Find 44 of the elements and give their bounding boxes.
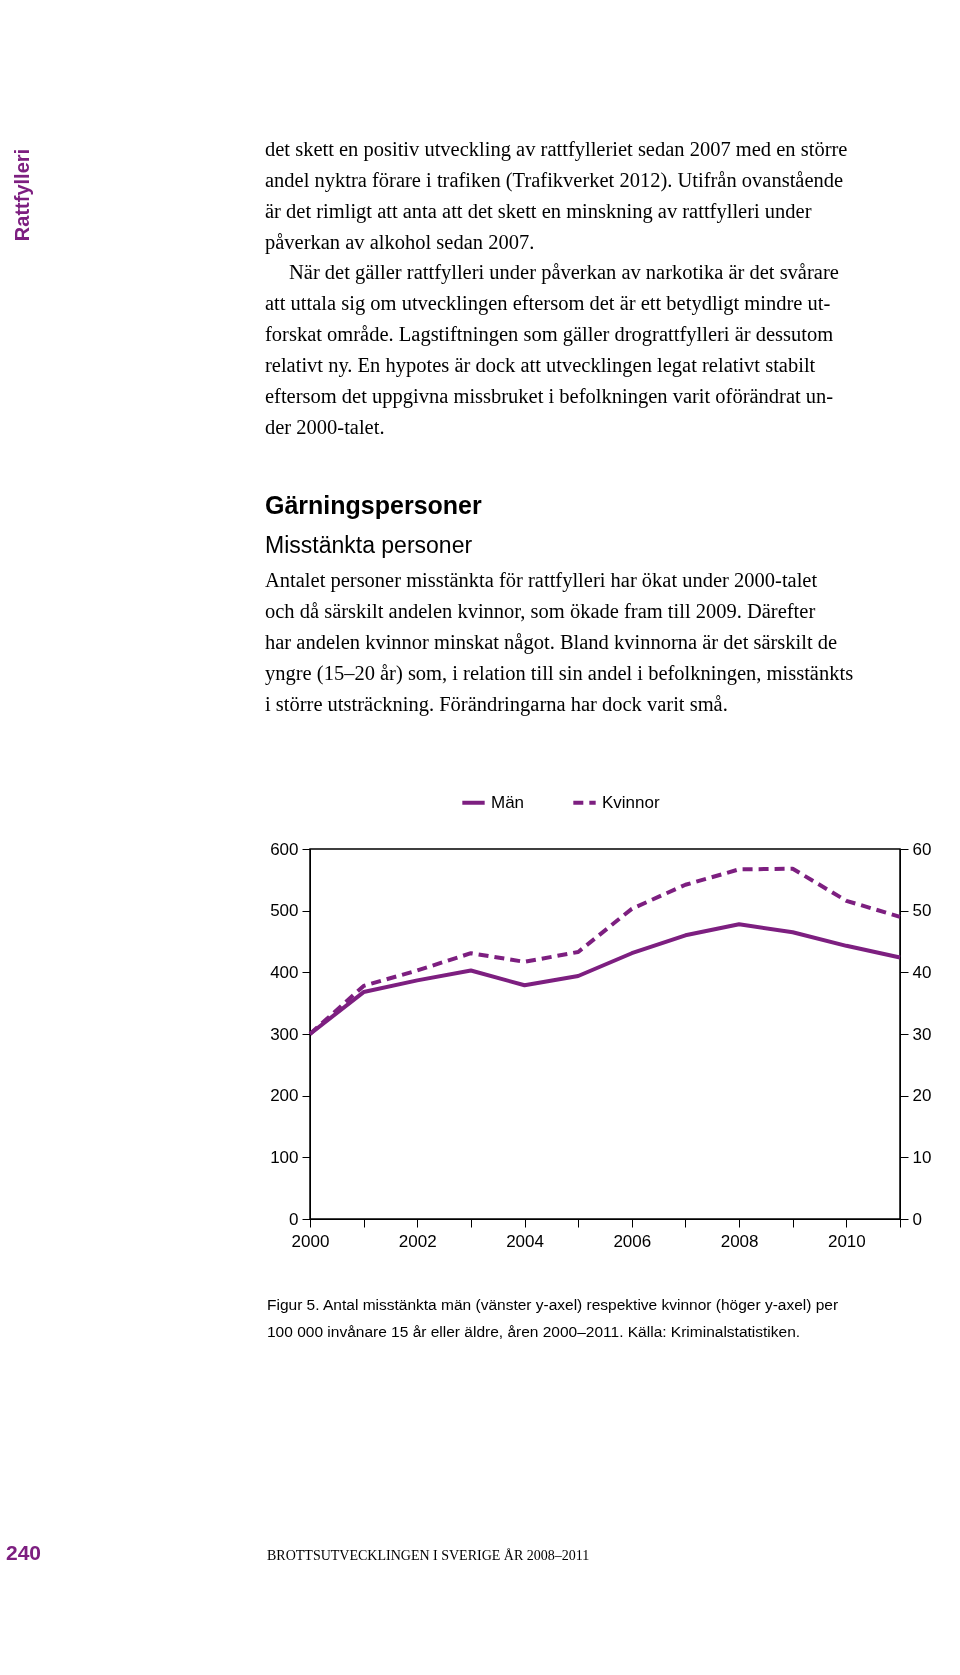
y-tick-label: 500 [270, 901, 299, 921]
y-tick-label: 400 [270, 962, 299, 982]
y-tick-label: 200 [270, 1086, 299, 1106]
y-tick-label: 600 [270, 839, 299, 859]
y2-tick-label: 10 [912, 1147, 932, 1167]
text: är det rimligt att anta att det skett en minskning av rattfylleri under [265, 200, 812, 223]
text: att uttala sig om utvecklingen eftersom det är ett betydligt mindre ut- [265, 292, 831, 315]
legend-label: Kvinnor [602, 792, 660, 812]
text: Figur 5. Antal misstänkta män (vänster y-axel) respektive kvinnor (höger y-axel) per [267, 1296, 839, 1313]
text: der 2000-talet. [265, 416, 385, 438]
y2-tick-label: 20 [912, 1086, 932, 1106]
x-tick-label: 2004 [506, 1231, 544, 1251]
y-tick-label: 300 [270, 1024, 299, 1044]
text: eftersom det uppgivna missbruket i befolkningen varit oförändrat un- [265, 385, 834, 408]
chart-title: Gärningspersoner [265, 491, 482, 519]
text: Antalet personer misstänkta för rattfylleri har ökat under 2000-talet [265, 569, 818, 592]
text: 240 [6, 1541, 42, 1564]
text: det skett en positiv utveckling av rattfylleriet sedan 2007 med en större [265, 138, 848, 161]
y-tick-label: 0 [289, 1209, 299, 1229]
legend-label: Män [491, 792, 525, 812]
chart-subtitle: Misstänkta personer [265, 532, 473, 558]
text: har andelen kvinnor minskat något. Bland kvinnorna är det särskilt de [265, 631, 838, 654]
x-tick-label: 2008 [720, 1231, 759, 1251]
x-tick-label: 2006 [613, 1231, 652, 1251]
text: BROTTSUTVECKLINGEN I SVERIGE ÅR 2008–2011 [267, 1548, 590, 1563]
x-tick-label: 2010 [827, 1231, 866, 1251]
text: När det gäller rattfylleri under påverkan av narkotika är det svårare [289, 261, 839, 284]
text: andel nyktra förare i trafiken (Trafikverket 2012). Utifrån ovanstående [265, 169, 844, 192]
y-tick-label: 100 [270, 1147, 299, 1167]
y2-tick-label: 60 [912, 839, 932, 859]
text: i större utsträckning. Förändringarna har dock varit små. [265, 693, 728, 716]
x-tick-label: 2002 [398, 1231, 437, 1251]
text: 100 000 invånare 15 år eller äldre, åren 2000–2011. Källa: Kriminalstatistiken. [267, 1323, 801, 1340]
text: Rattfylleri [11, 148, 33, 242]
text: påverkan av alkohol sedan 2007. [265, 231, 535, 254]
y2-tick-label: 0 [912, 1209, 922, 1229]
text: relativt ny. En hypotes är dock att utvecklingen legat relativt stabilt [265, 354, 816, 377]
text: och då särskilt andelen kvinnor, som ökade fram till 2009. Därefter [265, 600, 816, 622]
y2-tick-label: 40 [912, 962, 932, 982]
y2-tick-label: 30 [912, 1024, 932, 1044]
x-tick-label: 2000 [291, 1231, 330, 1251]
y2-tick-label: 50 [912, 901, 932, 921]
text: yngre (15–20 år) som, i relation till sin andel i befolkningen, misstänkts [265, 662, 854, 685]
text: forskat område. Lagstiftningen som gäller drograttfylleri är dessutom [265, 323, 834, 346]
